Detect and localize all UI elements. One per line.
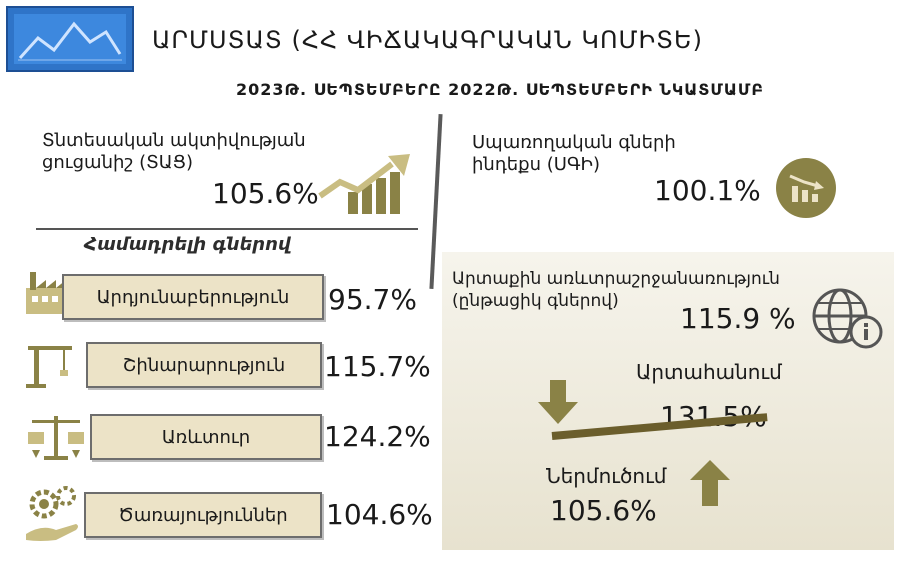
crane-icon [26, 346, 72, 388]
factory-icon [26, 272, 66, 314]
trend-up-icon [318, 154, 410, 214]
scales-icon [28, 416, 84, 460]
economic-activity-label-line1: Տնտեսական ակտիվության [42, 130, 306, 151]
sector-industry-box: Արդյունաբերություն [62, 274, 324, 320]
sector-services-label: Ծառայություններ [118, 504, 288, 526]
economic-activity-label: Տնտեսական ակտիվության ցուցանիշ (ՏԱՑ) [42, 130, 306, 174]
sector-construction-value: 115.7% [324, 350, 431, 383]
price-decline-icon [776, 158, 836, 218]
cpi-label: Սպառողական գների ինդեքս (ՍԳԻ) [472, 132, 676, 176]
globe-info-icon [812, 288, 883, 349]
arrow-down-icon [538, 380, 578, 424]
sector-industry-value: 95.7% [328, 283, 417, 316]
sector-services-box: Ծառայություններ [84, 492, 322, 538]
foreign-trade-label-line1: Արտաքին առևտրաշրջանառություն [452, 269, 780, 289]
organization-title: ԱՐՄՍՏԱՏ (ՀՀ ՎԻՃԱԿԱԳՐԱԿԱՆ ԿՈՄԻՏԵ) [152, 26, 703, 54]
economic-activity-value: 105.6% [212, 177, 319, 210]
foreign-trade-value: 115.9 % [680, 302, 796, 335]
comparable-prices-heading: Համադրելի գներով [84, 234, 291, 255]
foreign-trade-label-line2: (ընթացիկ գներով) [452, 291, 619, 311]
vertical-divider [429, 114, 443, 289]
cpi-value: 100.1% [654, 174, 761, 207]
economic-activity-label-line2: ցուցանիշ (ՏԱՑ) [42, 152, 193, 173]
report-subtitle: 2023Թ. ՍԵՊՏԵՄԲԵՐԸ 2022Թ. ՍԵՊՏԵՄԲԵՐԻ ՆԿԱՏ… [235, 80, 765, 99]
horizontal-divider [36, 228, 418, 230]
sector-trade-value: 124.2% [324, 420, 431, 453]
gears-hand-icon [26, 486, 78, 541]
sector-trade-box: Առևտուր [90, 414, 322, 460]
cpi-label-line2: ինդեքս (ՍԳԻ) [472, 154, 600, 175]
sector-construction-box: Շինարարություն [86, 342, 322, 388]
import-label: Ներմուծում [546, 464, 667, 488]
sector-services-value: 104.6% [326, 498, 433, 531]
export-label: Արտահանում [636, 360, 782, 384]
sector-construction-label: Շինարարություն [122, 354, 286, 376]
import-value: 105.6% [550, 494, 657, 527]
cpi-label-line1: Սպառողական գների [472, 132, 676, 153]
foreign-trade-label: Արտաքին առևտրաշրջանառություն (ընթացիկ գն… [452, 268, 780, 312]
armstat-logo [6, 6, 134, 72]
sector-industry-label: Արդյունաբերություն [96, 286, 290, 308]
chart-line-logo-icon [18, 21, 122, 61]
sector-trade-label: Առևտուր [161, 426, 251, 448]
arrow-up-icon [690, 460, 730, 506]
